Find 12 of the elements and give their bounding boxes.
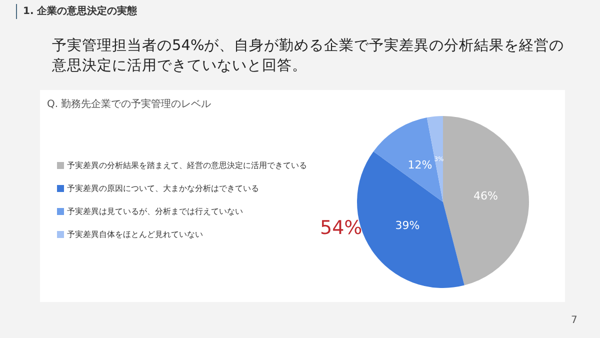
text: 7 bbox=[571, 315, 578, 326]
data-label: 12% bbox=[408, 158, 432, 172]
data-label: 46% bbox=[473, 189, 498, 202]
legend-label: 予実差異の分析結果を踏まえて、経営の意思決定に活用できている bbox=[66, 160, 307, 171]
data-label: 39% bbox=[395, 219, 420, 232]
legend-label: 予実差異自体をほとんど見れていない bbox=[66, 229, 204, 240]
text: 54% bbox=[320, 217, 362, 239]
chart-title: 予実管理担当者の54%が、自身が勤める企業で予実差異の分析結果を経営の意思決定に活用できていないと回答。 bbox=[52, 36, 566, 76]
legend-label: 予実差異は見ているが、分析までは行えていない bbox=[66, 206, 244, 217]
legend-label: 予実差異の原因について、大まかな分析はできている bbox=[66, 183, 260, 194]
chart-subtitle: Q. 勤務先企業での予実管理のレベル bbox=[47, 98, 212, 111]
text: 1. 企業の意思決定の実態 bbox=[16, 4, 138, 19]
